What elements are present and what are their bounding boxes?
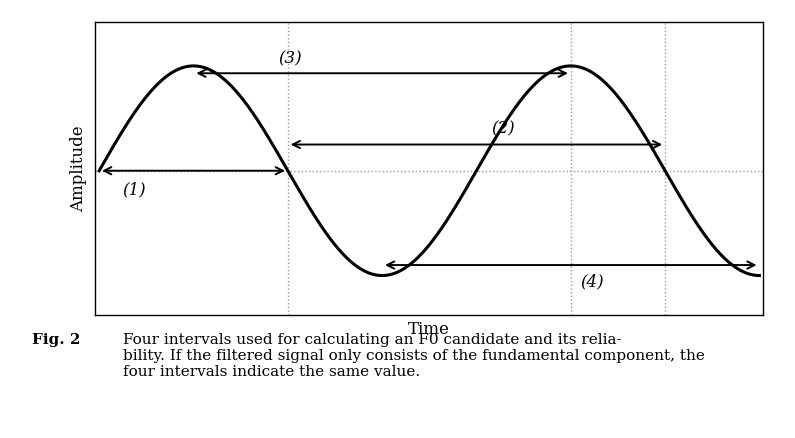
Text: Fig. 2: Fig. 2: [32, 333, 80, 347]
Text: (3): (3): [278, 50, 302, 67]
Text: (4): (4): [580, 273, 604, 290]
Text: (1): (1): [122, 181, 145, 198]
Text: Four intervals used for calculating an F0 candidate and its relia-
bility. If th: Four intervals used for calculating an F…: [123, 333, 705, 379]
Text: (2): (2): [491, 120, 515, 137]
X-axis label: Time: Time: [409, 321, 450, 338]
Y-axis label: Amplitude: Amplitude: [70, 125, 87, 212]
